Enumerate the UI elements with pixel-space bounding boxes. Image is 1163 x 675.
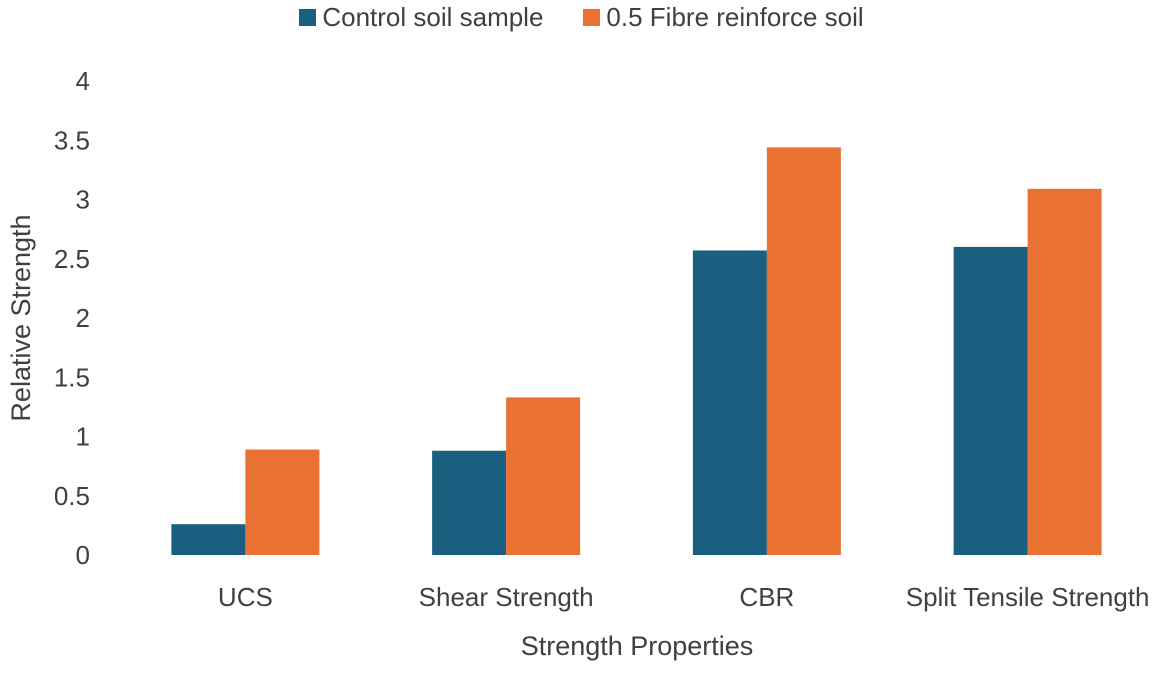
bars [171,147,1102,556]
y-tick-label: 2.5 [54,244,90,274]
legend: Control soil sample 0.5 Fibre reinforce … [0,2,1163,33]
x-tick-label: Shear Strength [419,582,594,612]
y-tick-label: 0 [76,540,90,570]
bar-fibre-0 [245,449,320,555]
y-tick-label: 3 [76,185,90,215]
x-axis-ticks: UCS Shear Strength CBR Split Tensile Streng… [218,582,1150,612]
bar-control-0 [171,524,246,555]
legend-swatch-fibre [583,9,601,26]
x-tick-label: CBR [739,582,794,612]
legend-swatch-control [299,9,317,26]
y-tick-label: 4 [76,66,90,96]
y-axis-ticks: 0 0.5 1 1.5 2 2.5 3 3.5 4 [54,66,90,570]
bar-fibre-1 [506,397,581,555]
legend-label-fibre: 0.5 Fibre reinforce soil [606,2,864,32]
bar-control-2 [692,250,767,555]
x-tick-label: Split Tensile Strength [906,582,1150,612]
legend-item-control: Control soil sample [299,2,543,33]
y-tick-label: 1 [76,422,90,452]
x-axis-label: Strength Properties [521,631,754,661]
bar-fibre-3 [1027,188,1102,555]
y-tick-label: 2 [76,303,90,333]
y-tick-label: 3.5 [54,125,90,155]
y-tick-label: 0.5 [54,481,90,511]
bar-fibre-2 [766,147,841,556]
y-axis-label: Relative Strength [6,214,36,421]
bar-control-1 [432,450,507,555]
y-tick-label: 1.5 [54,362,90,392]
legend-label-control: Control soil sample [322,2,544,32]
bar-control-3 [953,246,1028,555]
legend-item-fibre: 0.5 Fibre reinforce soil [583,2,864,33]
x-tick-label: UCS [218,582,273,612]
